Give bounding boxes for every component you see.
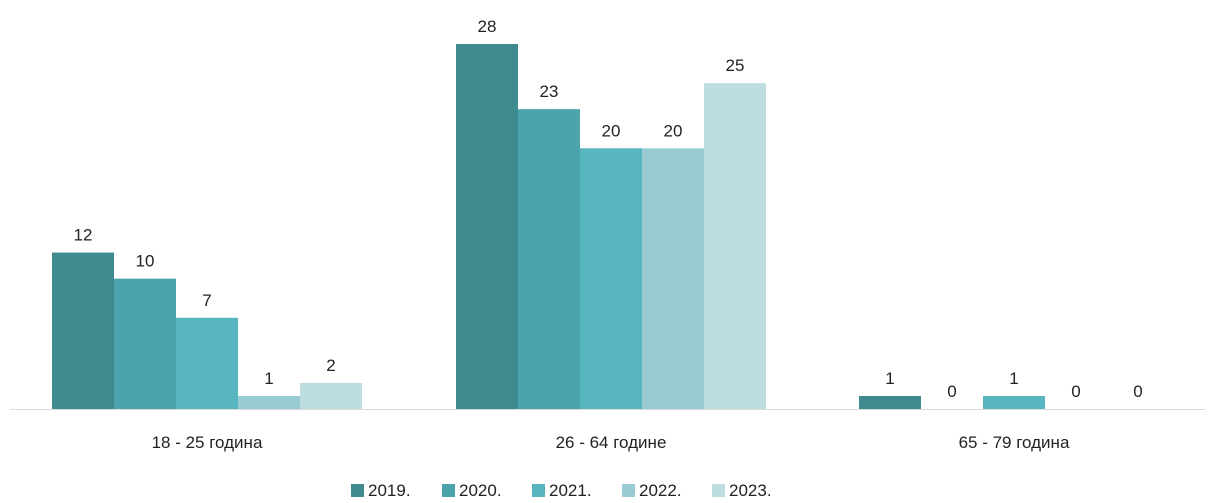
category-label: 65 - 79 година	[959, 433, 1070, 452]
bar-2019-group2	[456, 44, 518, 409]
bar-2023-group2	[704, 83, 766, 409]
bar-2023-group1	[300, 382, 362, 409]
legend-swatch	[351, 484, 364, 497]
legend-swatch	[712, 484, 725, 497]
bar-2019-group1	[52, 252, 114, 409]
legend-label: 2023.	[729, 481, 772, 500]
data-label: 25	[726, 56, 745, 75]
data-label: 1	[1009, 369, 1018, 388]
data-label: 7	[202, 291, 211, 310]
bar-2020-group1	[114, 278, 176, 409]
bar-2021-group3	[983, 395, 1045, 409]
bar-2021-group1	[176, 317, 238, 409]
data-label: 1	[264, 369, 273, 388]
data-label: 28	[478, 17, 497, 36]
data-label: 0	[1133, 382, 1142, 401]
legend-label: 2021.	[549, 481, 592, 500]
legend-label: 2022.	[639, 481, 682, 500]
data-label: 1	[885, 369, 894, 388]
data-label: 20	[602, 121, 621, 140]
bar-2019-group3	[859, 395, 921, 409]
bar-2022-group1	[238, 395, 300, 409]
bars-group	[52, 44, 1045, 410]
legend-label: 2020.	[459, 481, 502, 500]
bar-2020-group2	[518, 109, 580, 409]
category-label: 18 - 25 година	[152, 433, 263, 452]
data-label: 23	[540, 82, 559, 101]
bar-2021-group2	[580, 148, 642, 410]
category-labels-group: 18 - 25 година 26 - 64 године 65 - 79 годи…	[152, 433, 1070, 452]
legend: 2019. 2020. 2021. 2022. 2023.	[351, 481, 772, 500]
data-label: 10	[136, 252, 155, 271]
legend-label: 2019.	[368, 481, 411, 500]
data-label: 0	[947, 382, 956, 401]
data-label: 2	[326, 356, 335, 375]
category-label: 26 - 64 године	[556, 433, 667, 452]
bar-2022-group2	[642, 148, 704, 410]
legend-swatch	[622, 484, 635, 497]
data-label: 20	[664, 121, 683, 140]
data-label: 12	[74, 226, 93, 245]
legend-swatch	[442, 484, 455, 497]
legend-swatch	[532, 484, 545, 497]
data-label: 0	[1071, 382, 1080, 401]
